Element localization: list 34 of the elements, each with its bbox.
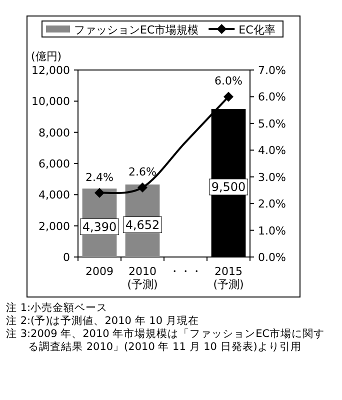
- y-tick-label: 2,000: [38, 220, 70, 233]
- text: 注 1:小売金額ベース: [6, 302, 109, 315]
- x-tick-label: 2009: [86, 265, 114, 278]
- y-tick-label: 6,000: [38, 158, 70, 170]
- text: 注 2:(予)は予測値、2010 年 10 月現在: [6, 315, 200, 328]
- y-tick-label: 4,000: [38, 188, 70, 202]
- x-tick-label: ・・・: [169, 265, 202, 278]
- point: [138, 182, 148, 193]
- data-label: 2.4%: [86, 170, 114, 184]
- legend-label: EC化率: [238, 24, 276, 36]
- legend-label: ファッションEC市場規模: [74, 24, 199, 36]
- data-label: 9,500: [211, 180, 246, 194]
- y2-tick-label: 5.0%: [258, 117, 286, 130]
- x-tick-label: 2010 (予測): [127, 265, 158, 291]
- y-tick-label: 12,000: [32, 64, 70, 77]
- y2-tick-label: 4.0%: [258, 144, 286, 158]
- data-label: 4,390: [82, 220, 117, 234]
- x-tick-label: 2015 (予測): [213, 265, 244, 291]
- y-tick-label: 0: [63, 251, 70, 264]
- point: [94, 188, 104, 198]
- y2-tick-label: 6.0%: [258, 90, 286, 104]
- y2-tick-label: 3.0%: [258, 170, 286, 184]
- y2-tick-label: 0.0%: [258, 251, 286, 264]
- y-tick-label: 10,000: [32, 95, 70, 108]
- y2-tick-label: 1.0%: [258, 224, 286, 238]
- point: [224, 92, 234, 102]
- y2-tick-label: 7.0%: [258, 64, 286, 77]
- text: 注 3:2009 年、2010 年市場規模は「ファッションEC市場に関する調査結果 2010」(2010 年 11 月 10 日発表)より引用: [6, 328, 326, 354]
- y-tick-label: 8,000: [38, 126, 70, 140]
- data-label: 2.6%: [128, 166, 156, 179]
- data-label: 6.0%: [214, 74, 242, 88]
- data-label: 4,652: [125, 218, 160, 232]
- y2-tick-label: 2.0%: [258, 198, 286, 211]
- y-axis-title: (億円): [31, 50, 62, 63]
